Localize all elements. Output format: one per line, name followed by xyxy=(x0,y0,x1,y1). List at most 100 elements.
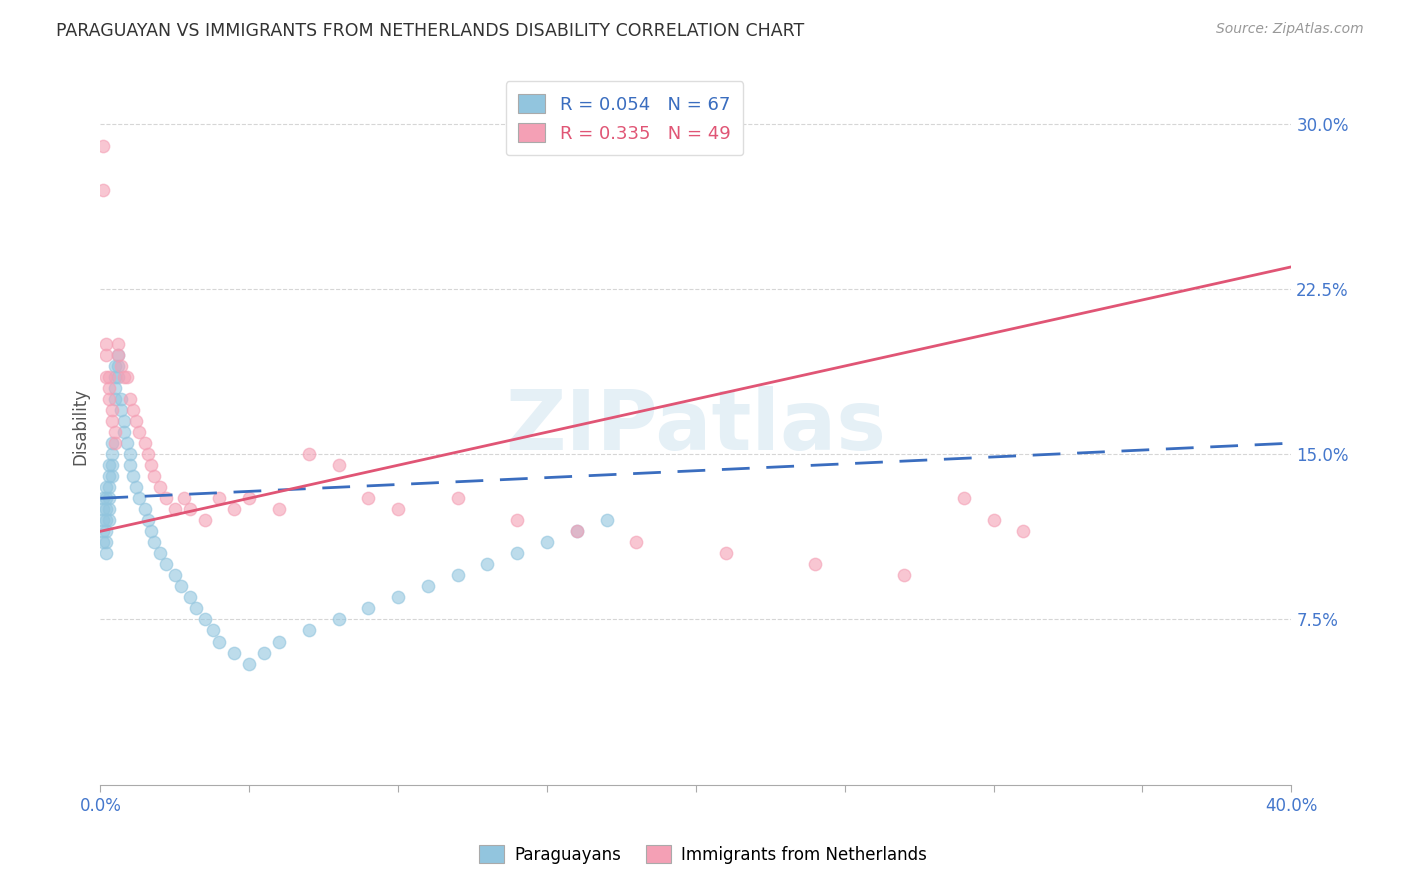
Point xyxy=(506,513,529,527)
Point xyxy=(387,591,409,605)
Point xyxy=(110,359,132,373)
Point xyxy=(96,524,118,539)
Point xyxy=(149,480,172,494)
Point xyxy=(98,392,121,406)
Point xyxy=(184,601,207,615)
Point xyxy=(91,513,114,527)
Point xyxy=(101,458,124,473)
Point xyxy=(208,634,231,648)
Point xyxy=(267,502,290,516)
Point xyxy=(104,381,127,395)
Point xyxy=(477,558,499,572)
Point xyxy=(96,546,118,560)
Point xyxy=(357,601,380,615)
Point xyxy=(626,535,648,549)
Point xyxy=(893,568,915,582)
Point xyxy=(107,337,129,351)
Point xyxy=(91,183,114,197)
Point xyxy=(163,568,186,582)
Point xyxy=(98,469,121,483)
Point xyxy=(98,480,121,494)
Point xyxy=(115,436,138,450)
Text: ZIPatlas: ZIPatlas xyxy=(505,386,886,467)
Point xyxy=(101,436,124,450)
Point xyxy=(416,579,439,593)
Point xyxy=(120,447,142,461)
Point xyxy=(98,458,121,473)
Point xyxy=(91,138,114,153)
Point xyxy=(595,513,617,527)
Point xyxy=(208,491,231,506)
Point xyxy=(128,425,150,439)
Point xyxy=(104,436,127,450)
Point xyxy=(91,535,114,549)
Point xyxy=(173,491,195,506)
Point xyxy=(179,591,201,605)
Point xyxy=(96,535,118,549)
Point xyxy=(96,513,118,527)
Point xyxy=(98,513,121,527)
Point xyxy=(193,612,215,626)
Point xyxy=(238,657,260,671)
Point xyxy=(202,624,225,638)
Point xyxy=(107,359,129,373)
Point xyxy=(104,392,127,406)
Point xyxy=(179,502,201,516)
Point xyxy=(149,546,172,560)
Point xyxy=(91,524,114,539)
Point xyxy=(536,535,558,549)
Point xyxy=(110,403,132,417)
Point xyxy=(98,491,121,506)
Point xyxy=(506,546,529,560)
Point xyxy=(446,568,468,582)
Point xyxy=(193,513,215,527)
Point xyxy=(983,513,1005,527)
Point xyxy=(120,392,142,406)
Point xyxy=(170,579,193,593)
Point xyxy=(298,624,321,638)
Point xyxy=(112,414,135,428)
Y-axis label: Disability: Disability xyxy=(72,388,89,466)
Point xyxy=(107,370,129,384)
Point xyxy=(96,480,118,494)
Point xyxy=(101,403,124,417)
Point xyxy=(328,458,350,473)
Legend: R = 0.054   N = 67, R = 0.335   N = 49: R = 0.054 N = 67, R = 0.335 N = 49 xyxy=(506,81,744,155)
Point xyxy=(163,502,186,516)
Point xyxy=(98,502,121,516)
Legend: Paraguayans, Immigrants from Netherlands: Paraguayans, Immigrants from Netherlands xyxy=(472,838,934,871)
Point xyxy=(804,558,827,572)
Point xyxy=(139,458,162,473)
Point xyxy=(107,348,129,362)
Point xyxy=(136,447,159,461)
Point xyxy=(98,381,121,395)
Point xyxy=(139,524,162,539)
Point xyxy=(298,447,321,461)
Point xyxy=(125,480,148,494)
Point xyxy=(328,612,350,626)
Point xyxy=(253,646,276,660)
Point xyxy=(96,491,118,506)
Point xyxy=(387,502,409,516)
Point xyxy=(91,502,114,516)
Point xyxy=(96,348,118,362)
Point xyxy=(104,425,127,439)
Point xyxy=(134,436,156,450)
Point xyxy=(122,469,145,483)
Point xyxy=(136,513,159,527)
Point xyxy=(142,469,165,483)
Point xyxy=(1012,524,1035,539)
Text: PARAGUAYAN VS IMMIGRANTS FROM NETHERLANDS DISABILITY CORRELATION CHART: PARAGUAYAN VS IMMIGRANTS FROM NETHERLAND… xyxy=(56,22,804,40)
Point xyxy=(565,524,588,539)
Point xyxy=(125,414,148,428)
Point xyxy=(98,370,121,384)
Point xyxy=(155,491,177,506)
Point xyxy=(267,634,290,648)
Point xyxy=(714,546,737,560)
Point xyxy=(115,370,138,384)
Point xyxy=(101,414,124,428)
Point xyxy=(101,469,124,483)
Point xyxy=(446,491,468,506)
Point xyxy=(224,502,246,516)
Point xyxy=(96,502,118,516)
